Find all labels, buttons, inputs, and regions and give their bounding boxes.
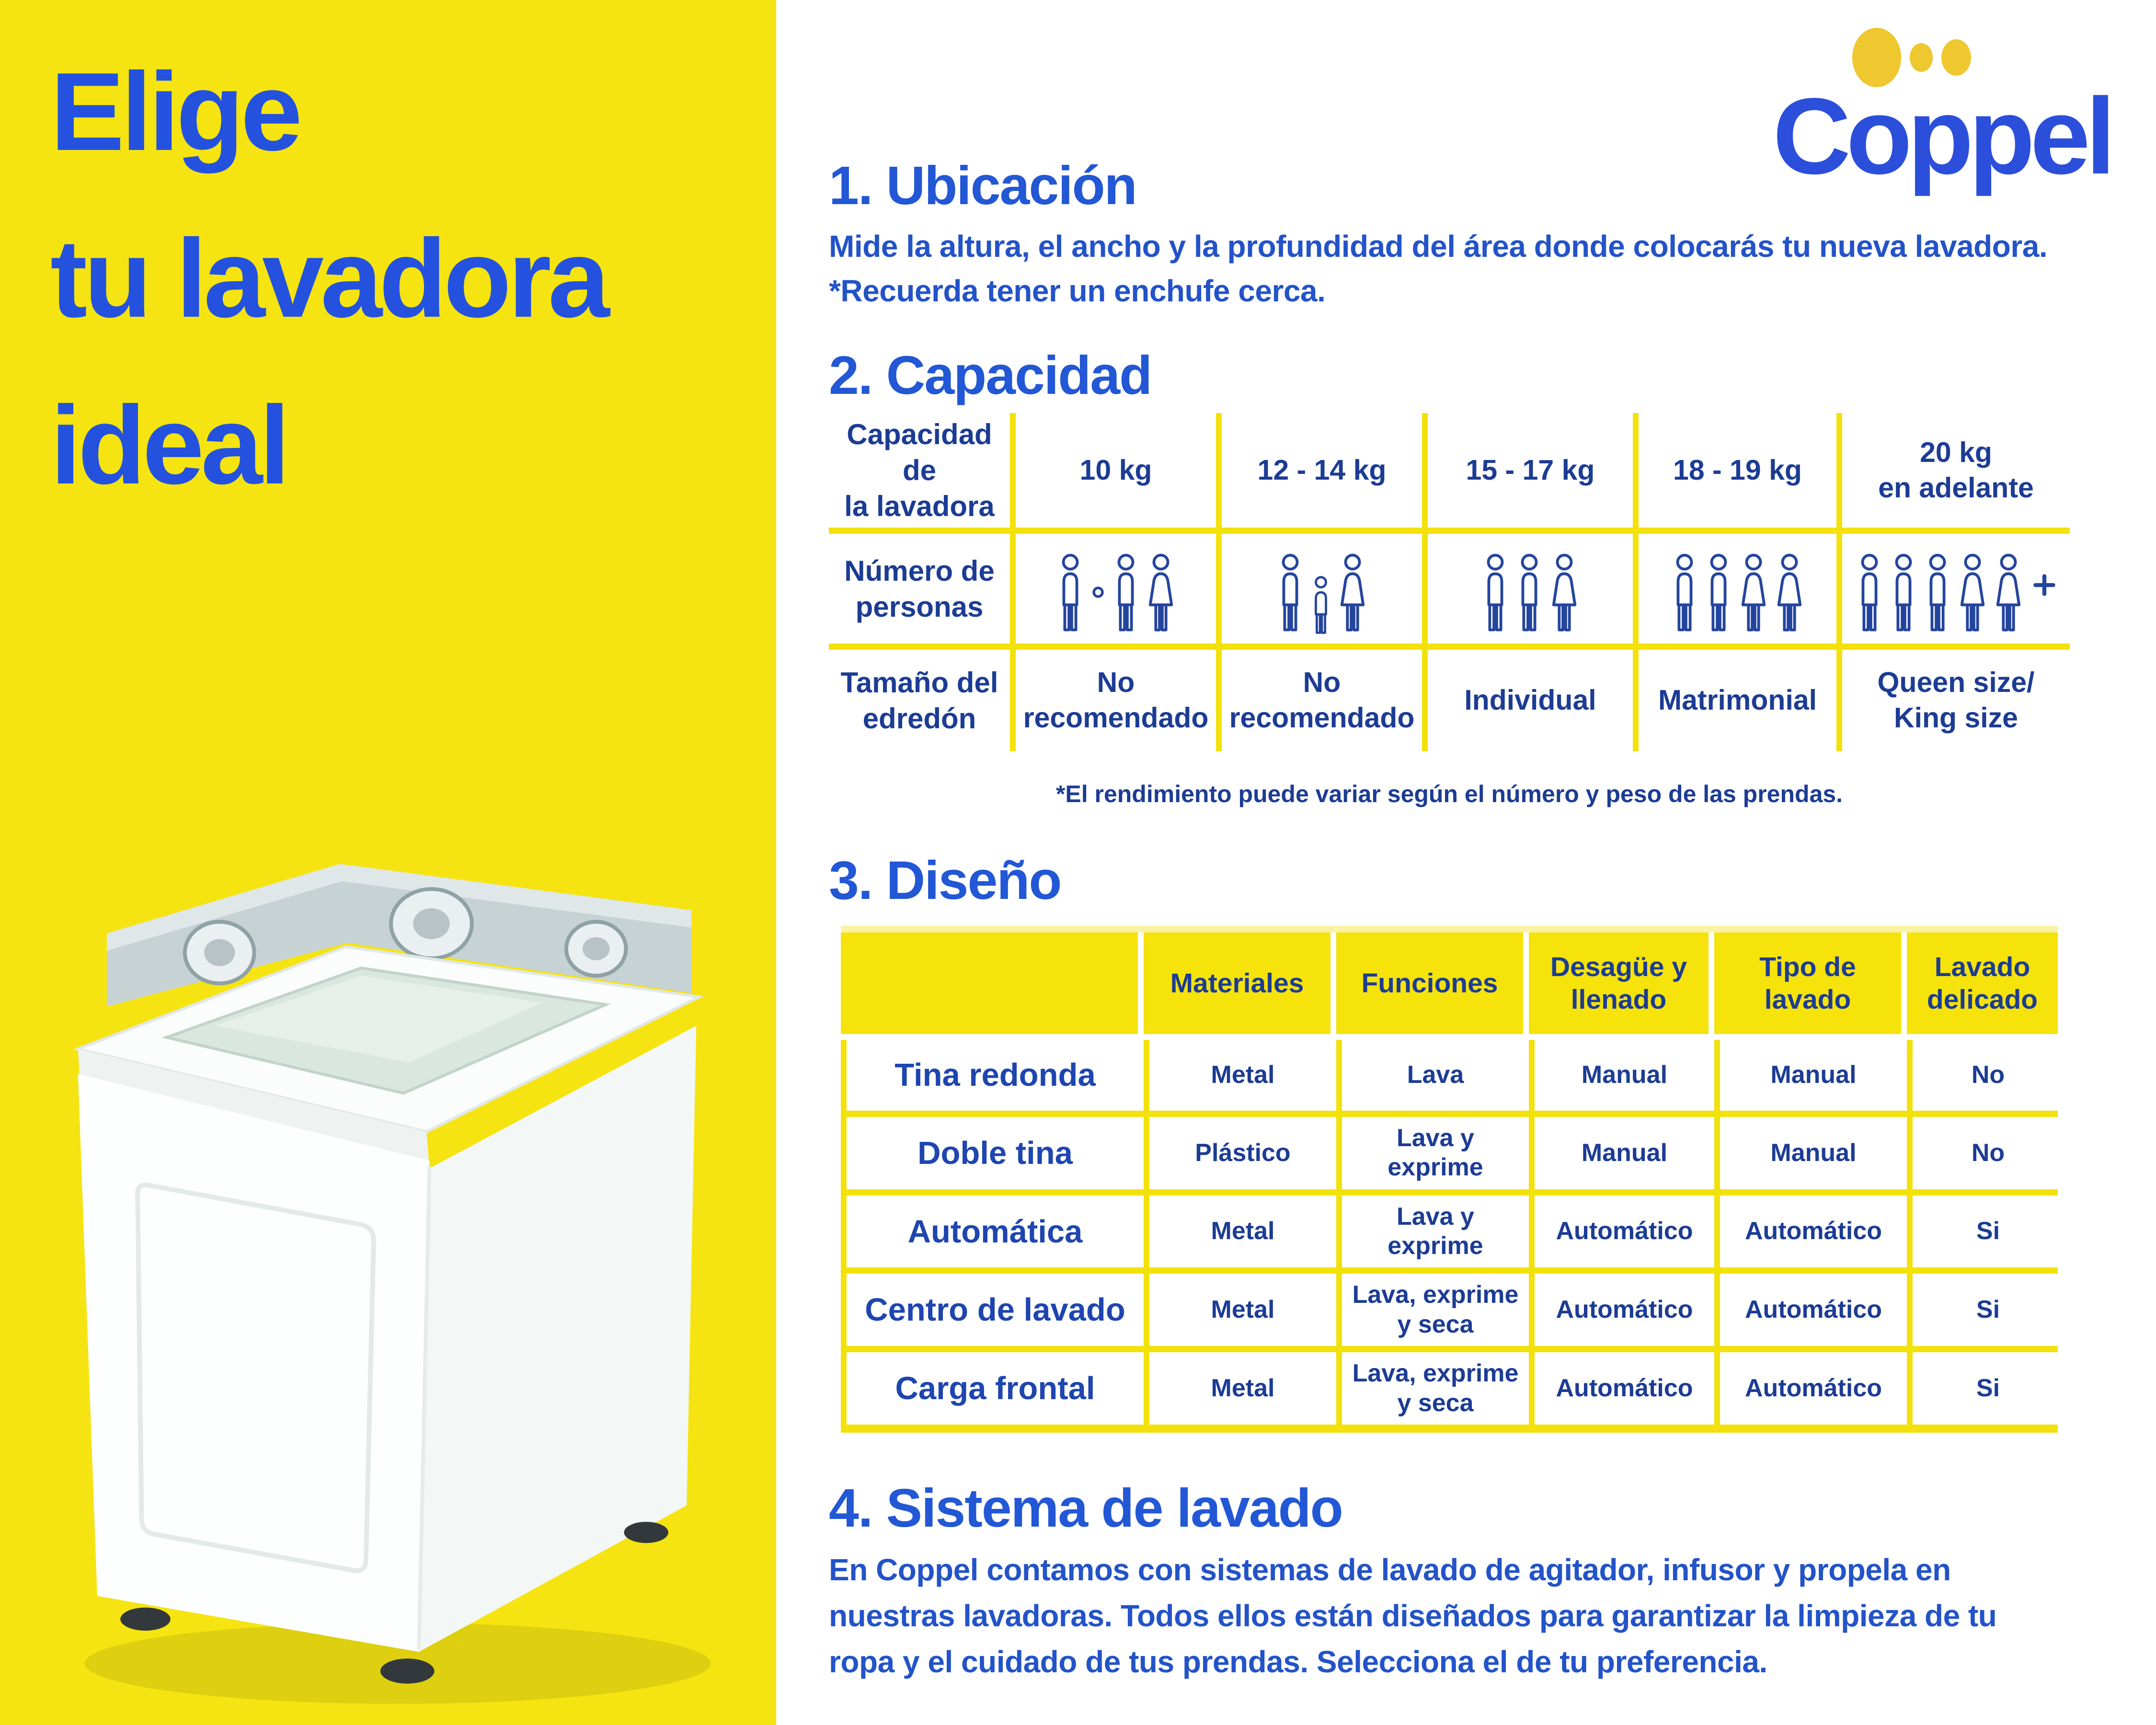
persons-cell-18-19kg <box>1639 534 1842 650</box>
design-cell: Manual <box>1720 1117 1907 1189</box>
coppel-dot-large-icon <box>1852 28 1901 87</box>
design-cell: No <box>1913 1040 2064 1111</box>
person-child-icon <box>1310 575 1332 636</box>
persons-cell-10kg <box>1016 534 1222 650</box>
capacity-col-20kg: 20 kg en adelante <box>1842 413 2070 534</box>
person-man-icon <box>1855 552 1884 636</box>
coppel-dot-medium-icon <box>1941 39 1971 76</box>
design-row-label: Centro de lavado <box>847 1274 1144 1346</box>
section-2-heading: 2. Capacidad <box>829 345 1152 405</box>
person-man-icon <box>1056 552 1085 636</box>
design-cell: Si <box>1913 1274 2064 1346</box>
design-cell: Manual <box>1720 1040 1907 1111</box>
comforter-cell-12-14kg: No recomendado <box>1222 650 1428 751</box>
person-woman-icon <box>1993 552 2024 636</box>
comforter-cell-15-17kg: Individual <box>1428 650 1639 751</box>
design-cell: Plástico <box>1149 1117 1336 1189</box>
or-dot-icon <box>1092 586 1104 598</box>
person-man-icon <box>1889 552 1918 636</box>
design-cell: Lava <box>1342 1040 1529 1111</box>
design-cell: Metal <box>1149 1352 1336 1425</box>
design-cell: Automático <box>1720 1274 1907 1346</box>
design-row-label: Tina redonda <box>847 1040 1144 1111</box>
design-header-desague: Desagüe y llenado <box>1529 932 1709 1034</box>
capacity-row-header: Capacidad de la lavadora <box>829 413 1016 534</box>
section-4-heading: 4. Sistema de lavado <box>829 1478 1343 1538</box>
design-cell: Lava y exprime <box>1342 1195 1529 1268</box>
person-woman-icon <box>1774 552 1805 636</box>
section-4-body: En Coppel contamos con sistemas de lavad… <box>829 1552 1997 1679</box>
design-cell: Lava, exprime y seca <box>1342 1352 1529 1425</box>
comforter-cell-18-19kg: Matrimonial <box>1639 650 1842 751</box>
design-cell: Si <box>1913 1195 2064 1268</box>
design-cell: Metal <box>1149 1040 1336 1111</box>
design-row-label: Automática <box>847 1195 1144 1268</box>
design-cell: Manual <box>1535 1117 1714 1189</box>
design-header-tipo-lavado: Tipo de lavado <box>1714 932 1901 1034</box>
persons-row-header: Número de personas <box>829 534 1016 650</box>
person-woman-icon <box>1146 552 1176 636</box>
persons-cell-20kg <box>1842 534 2070 650</box>
person-man-icon <box>1704 552 1733 636</box>
design-cell: Metal <box>1149 1274 1336 1346</box>
design-header-lavado-delicado: Lavado delicado <box>1907 932 2058 1034</box>
person-man-icon <box>1112 552 1140 636</box>
design-cell: Lava y exprime <box>1342 1117 1529 1189</box>
person-man-icon <box>1276 552 1305 636</box>
design-table-header: Materiales Funciones Desagüe y llenado T… <box>841 932 2058 1034</box>
design-header-funciones: Funciones <box>1336 932 1523 1034</box>
section-3-heading: 3. Diseño <box>829 850 1062 910</box>
design-row-label: Carga frontal <box>847 1352 1144 1425</box>
design-header-materiales: Materiales <box>1144 932 1330 1034</box>
design-cell: Automático <box>1720 1352 1907 1425</box>
left-yellow-panel: Elige tu lavadora ideal <box>0 0 776 1725</box>
plus-icon <box>2032 573 2057 598</box>
page-title: Elige tu lavadora ideal <box>50 50 610 507</box>
person-man-icon <box>1515 552 1544 636</box>
person-man-icon <box>1481 552 1510 636</box>
capacity-col-15-17kg: 15 - 17 kg <box>1428 413 1639 534</box>
capacity-footnote: *El rendimiento puede variar según el nú… <box>1055 781 1843 807</box>
person-woman-icon <box>1337 552 1368 636</box>
coppel-dot-small-icon <box>1910 43 1933 72</box>
capacity-col-10kg: 10 kg <box>1016 413 1222 534</box>
design-cell: Si <box>1913 1352 2064 1425</box>
design-table-top-border <box>841 926 2058 932</box>
person-woman-icon <box>1738 552 1769 636</box>
capacity-col-18-19kg: 18 - 19 kg <box>1639 413 1842 534</box>
persons-cell-15-17kg <box>1428 534 1639 650</box>
capacity-table: Capacidad de la lavadora 10 kg 12 - 14 k… <box>829 413 2070 751</box>
persons-cell-12-14kg <box>1222 534 1428 650</box>
person-man-icon <box>1923 552 1952 636</box>
design-table-body: Tina redonda Metal Lava Manual Manual No… <box>841 1040 2064 1433</box>
design-cell: Automático <box>1720 1195 1907 1268</box>
washing-machine-image <box>73 864 711 1704</box>
design-cell: Lava, exprime y seca <box>1342 1274 1529 1346</box>
design-row-label: Doble tina <box>847 1117 1144 1189</box>
capacity-col-12-14kg: 12 - 14 kg <box>1222 413 1428 534</box>
design-cell: Metal <box>1149 1195 1336 1268</box>
person-man-icon <box>1670 552 1699 636</box>
design-table: Materiales Funciones Desagüe y llenado T… <box>841 926 2064 1433</box>
design-cell: Automático <box>1535 1274 1714 1346</box>
comforter-row-header: Tamaño del edredón <box>829 650 1016 751</box>
design-header-empty <box>841 932 1138 1034</box>
comforter-cell-20kg: Queen size/ King size <box>1877 667 2035 734</box>
person-woman-icon <box>1549 552 1580 636</box>
design-cell: No <box>1913 1117 2064 1189</box>
coppel-logo: Coppel <box>1773 26 2116 196</box>
design-cell: Automático <box>1535 1195 1714 1268</box>
coppel-logo-text: Coppel <box>1773 75 2116 196</box>
coppel-logo-dots <box>1754 26 2070 89</box>
section-1-heading: 1. Ubicación <box>829 155 1137 216</box>
design-cell: Automático <box>1535 1352 1714 1425</box>
comforter-cell-10kg: No recomendado <box>1016 650 1222 751</box>
design-cell: Manual <box>1535 1040 1714 1111</box>
person-woman-icon <box>1957 552 1988 636</box>
section-1-body: Mide la altura, el ancho y la profundida… <box>829 229 2048 308</box>
